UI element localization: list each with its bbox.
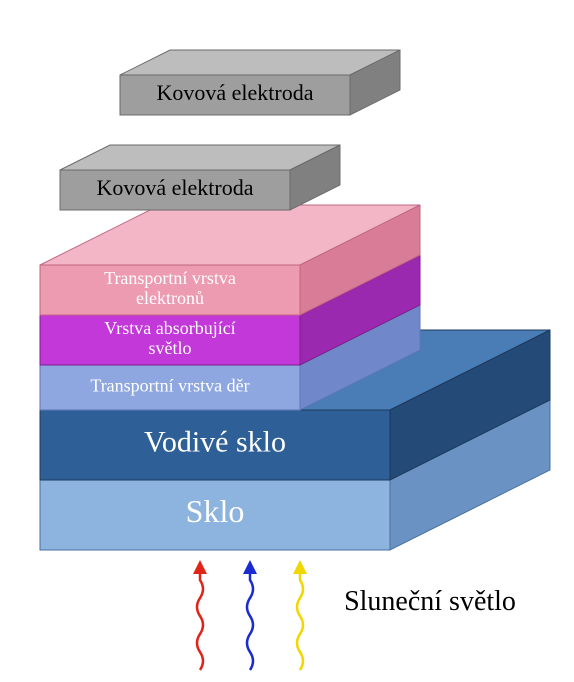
layer-electrode_lower: Kovová elektroda xyxy=(60,145,340,210)
layer-label-electrode_upper: Kovová elektroda xyxy=(157,80,314,105)
sunlight-arrow xyxy=(243,560,257,670)
sunlight-arrow xyxy=(193,560,207,670)
layer-electrode_upper: Kovová elektroda xyxy=(120,50,400,115)
layer-label-vodive_sklo: Vodivé sklo xyxy=(144,426,286,459)
sunlight-arrow xyxy=(293,560,307,670)
arrowhead xyxy=(193,560,207,574)
wavy-line xyxy=(297,574,303,670)
arrowhead xyxy=(243,560,257,574)
arrowhead xyxy=(293,560,307,574)
wavy-line xyxy=(197,574,203,670)
sunlight-label: Sluneční světlo xyxy=(344,586,516,617)
layer-label-sklo: Sklo xyxy=(186,493,245,529)
layer-label-electrode_lower: Kovová elektroda xyxy=(97,175,254,200)
wavy-line xyxy=(247,574,253,670)
layer-label-transport_der: Transportní vrstva děr xyxy=(90,375,249,395)
